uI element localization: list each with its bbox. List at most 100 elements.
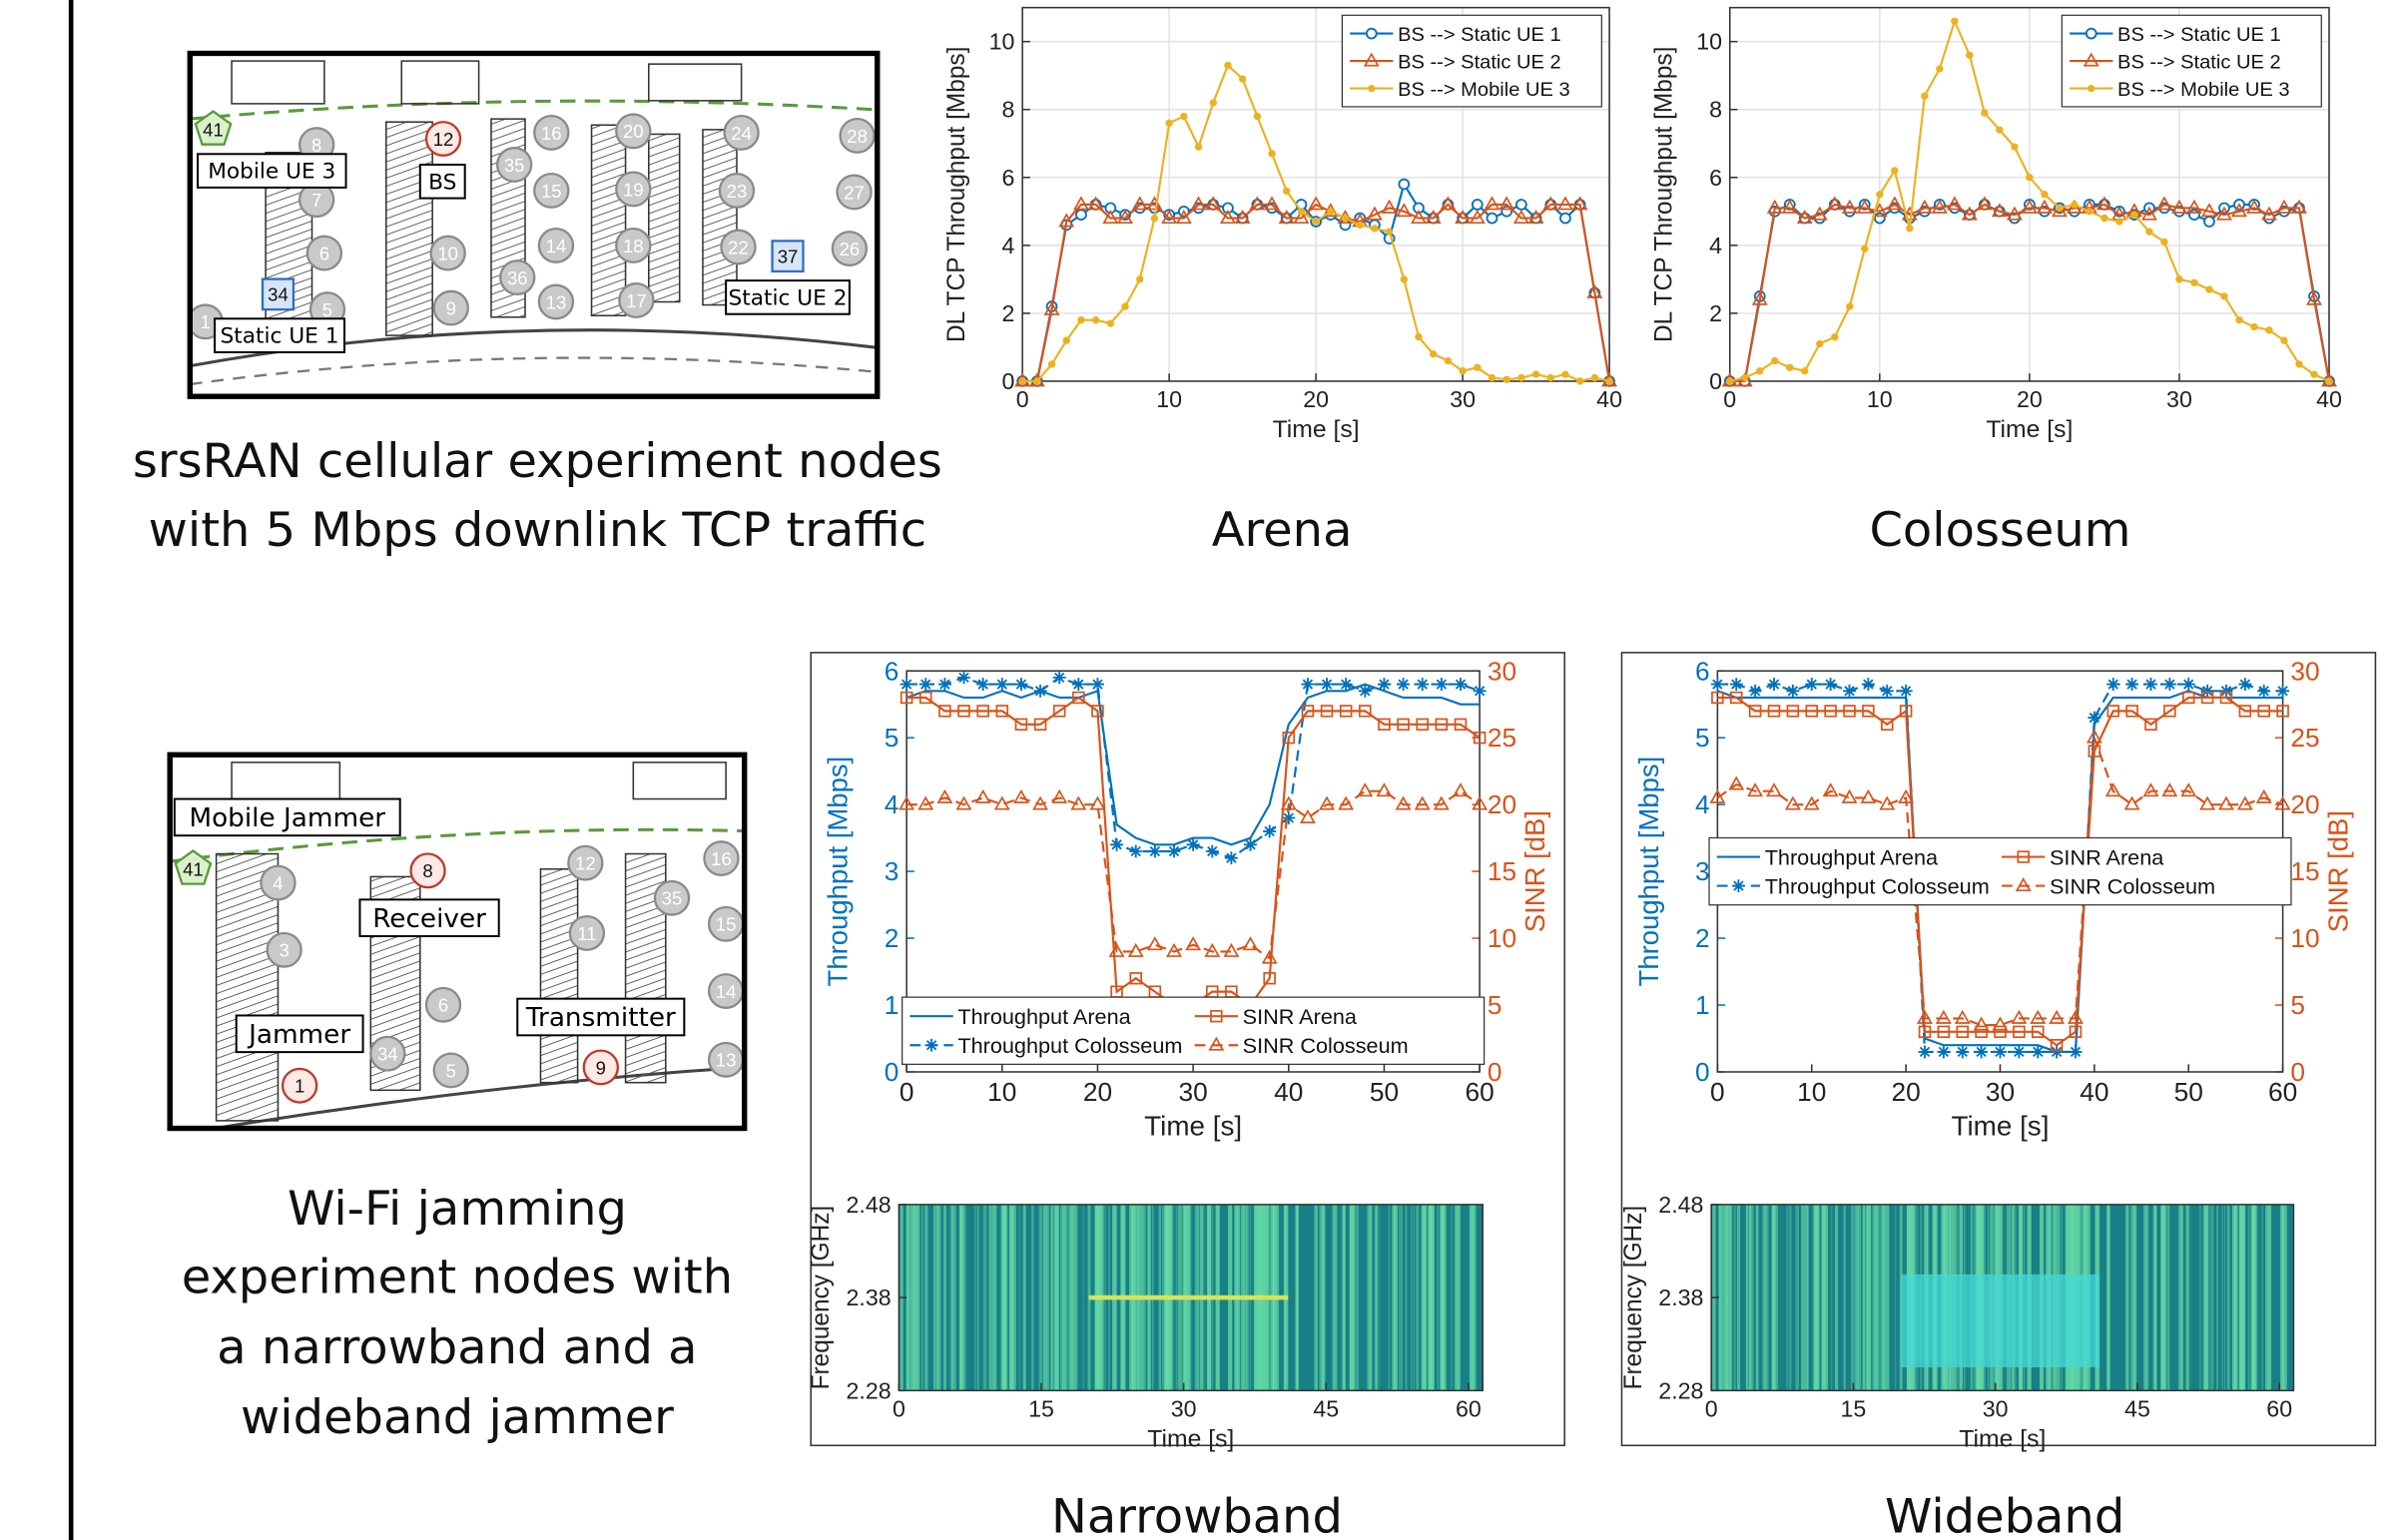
legend-label: SINR Arena <box>2050 845 2163 869</box>
y2-tick-label: 10 <box>2290 923 2319 953</box>
signal-burst <box>959 1205 962 1390</box>
y-tick-label: 2.48 <box>1658 1192 1703 1218</box>
y2-tick-label: 30 <box>2290 656 2319 686</box>
marker <box>1488 214 1497 224</box>
signal-burst <box>2167 1205 2170 1390</box>
signal-burst <box>1733 1205 1734 1390</box>
signal-burst <box>1069 1205 1073 1390</box>
marker <box>1824 678 1837 691</box>
node-callout-label: Static UE 1 <box>221 324 339 349</box>
marker <box>1301 678 1314 691</box>
y-tick-label: 4 <box>1709 233 1722 258</box>
y-tick-label: 0 <box>1709 368 1722 394</box>
signal-burst <box>2106 1205 2110 1390</box>
x-tick-label: 40 <box>1274 1077 1303 1107</box>
signal-burst <box>1399 1205 1401 1390</box>
signal-burst <box>2125 1205 2127 1390</box>
marker <box>1386 229 1393 236</box>
y-tick-label: 2 <box>1709 300 1722 326</box>
y-tick-label: 5 <box>1695 723 1710 753</box>
node-label: 1 <box>201 311 211 332</box>
node-label: 34 <box>268 284 289 305</box>
signal-burst <box>1336 1205 1337 1390</box>
signal-burst <box>1866 1205 1869 1390</box>
signal-burst <box>1067 1205 1069 1390</box>
marker <box>1210 99 1217 106</box>
y-tick-label: 8 <box>1002 97 1015 123</box>
marker <box>1975 1045 1988 1058</box>
marker <box>1732 879 1745 892</box>
y-tick-label: 3 <box>885 856 899 886</box>
marker <box>1918 1045 1931 1058</box>
y-tick-label: 4 <box>1695 789 1710 819</box>
signal-burst <box>2204 1205 2208 1390</box>
marker <box>1121 302 1128 309</box>
signal-burst <box>1376 1205 1377 1390</box>
marker <box>2013 1045 2026 1058</box>
signal-burst <box>2127 1205 2129 1390</box>
marker <box>1378 678 1391 691</box>
x-tick-label: 20 <box>1891 1077 1920 1107</box>
y-tick-label: 10 <box>989 29 1015 55</box>
marker <box>1876 191 1883 198</box>
signal-burst <box>1451 1205 1452 1390</box>
x-tick-label: 0 <box>899 1077 914 1107</box>
signal-burst <box>1879 1205 1881 1390</box>
marker <box>1937 1045 1950 1058</box>
signal-burst <box>2130 1205 2132 1390</box>
y-tick-label: 4 <box>885 789 899 819</box>
marker <box>2087 29 2096 39</box>
signal-burst <box>1389 1205 1391 1390</box>
y-axis-label: DL TCP Throughput [Mbps] <box>1651 47 1678 342</box>
marker <box>2026 174 2033 181</box>
marker <box>1801 367 1808 374</box>
signal-burst <box>1440 1205 1442 1390</box>
x-tick-label: 0 <box>1705 1395 1718 1421</box>
marker <box>2125 678 2138 691</box>
node-label: 28 <box>847 126 868 147</box>
signal-burst <box>1352 1205 1355 1390</box>
node-label: 18 <box>623 236 644 257</box>
marker <box>1327 208 1334 215</box>
signal-burst <box>1416 1205 1419 1390</box>
y2-tick-label: 30 <box>1488 656 1516 686</box>
marker <box>1532 370 1539 377</box>
signal-burst <box>1000 1205 1001 1390</box>
x-tick-label: 60 <box>1456 1395 1482 1421</box>
signal-burst <box>1394 1205 1398 1390</box>
marker <box>1921 92 1928 99</box>
signal-burst <box>1344 1205 1346 1390</box>
signal-burst <box>1776 1205 1778 1390</box>
signal-burst <box>1816 1205 1817 1390</box>
x-axis-label: Time [s] <box>1952 1111 2050 1142</box>
y-tick-label: 1 <box>1695 990 1710 1020</box>
signal-burst <box>2154 1205 2156 1390</box>
marker <box>1092 316 1099 323</box>
marker <box>2280 336 2287 343</box>
signal-burst <box>917 1205 920 1390</box>
node-label: 34 <box>377 1044 398 1065</box>
x-tick-label: 30 <box>1983 1395 2009 1421</box>
marker <box>1165 120 1172 127</box>
marker <box>1846 302 1853 309</box>
signal-burst <box>1012 1205 1015 1390</box>
signal-burst <box>936 1205 938 1390</box>
caption: wideband jammer <box>241 1390 674 1445</box>
x-tick-label: 0 <box>1710 1077 1725 1107</box>
marker <box>2051 1045 2064 1058</box>
marker <box>1786 364 1793 371</box>
signal-burst <box>1751 1205 1753 1390</box>
marker <box>2088 85 2095 92</box>
marker <box>1605 377 1612 384</box>
marker <box>938 678 951 691</box>
marker <box>1730 678 1743 691</box>
caption: srsRAN cellular experiment nodes <box>133 434 942 489</box>
caption: a narrowband and a <box>217 1320 697 1375</box>
marker <box>2115 218 2122 225</box>
marker <box>2220 292 2227 299</box>
node-callout-label: Mobile Jammer <box>189 803 385 833</box>
signal-burst <box>1406 1205 1407 1390</box>
marker <box>1805 678 1818 691</box>
signal-burst <box>2163 1205 2166 1390</box>
signal-burst <box>950 1205 952 1390</box>
